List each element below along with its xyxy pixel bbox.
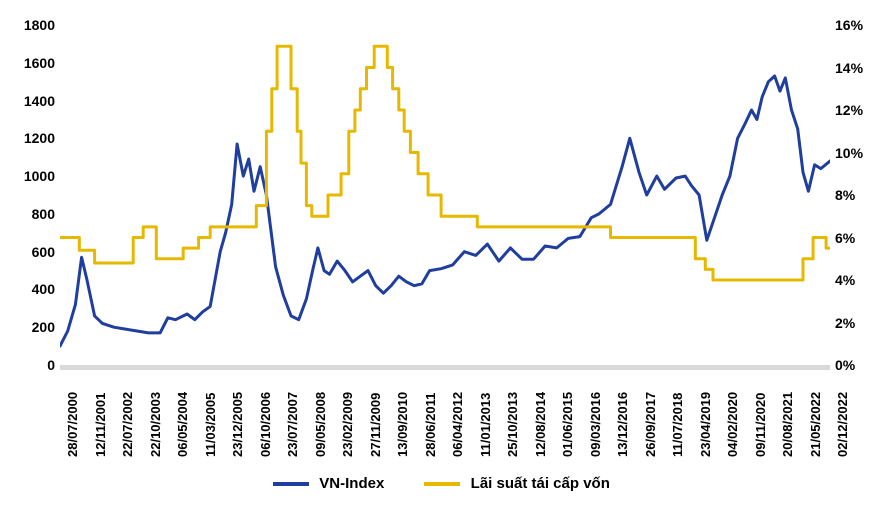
series-lãi-suất-tái-cấp-vốn — [60, 46, 830, 280]
y-right-tick-label: 2% — [835, 315, 855, 331]
y-right-tick-label: 8% — [835, 187, 855, 203]
x-tick-label: 26/09/2017 — [643, 392, 658, 457]
legend-item-vn-index: VN-Index — [273, 475, 384, 492]
x-tick-label: 23/04/2019 — [698, 392, 713, 457]
x-tick-label: 06/04/2012 — [450, 392, 465, 457]
x-tick-label: 11/01/2013 — [478, 393, 493, 457]
y-right-tick-label: 4% — [835, 272, 855, 288]
x-tick-label: 28/07/2000 — [65, 392, 80, 457]
y-left-tick-label: 200 — [0, 319, 55, 335]
x-tick-label: 21/05/2022 — [808, 392, 823, 457]
x-tick-label: 23/02/2009 — [340, 392, 355, 457]
legend-label-rate: Lãi suất tái cấp vốn — [471, 475, 610, 492]
x-tick-label: 23/12/2005 — [230, 392, 245, 457]
series-vn-index — [60, 76, 830, 346]
y-left-tick-label: 1800 — [0, 17, 55, 33]
x-tick-label: 22/07/2002 — [120, 392, 135, 457]
legend: VN-Index Lãi suất tái cấp vốn — [0, 475, 883, 492]
x-tick-label: 25/10/2013 — [505, 392, 520, 457]
y-right-tick-label: 16% — [835, 17, 863, 33]
x-tick-label: 23/07/2007 — [285, 392, 300, 457]
plot-svg — [60, 25, 830, 365]
legend-item-rate: Lãi suất tái cấp vốn — [424, 475, 609, 492]
y-left-tick-label: 1400 — [0, 93, 55, 109]
x-tick-label: 13/09/2010 — [395, 392, 410, 457]
x-tick-label: 28/06/2011 — [423, 393, 438, 457]
legend-swatch-vn-index — [273, 482, 309, 486]
x-tick-label: 04/02/2020 — [725, 392, 740, 457]
y-left-tick-label: 400 — [0, 281, 55, 297]
x-tick-label: 02/12/2022 — [835, 392, 850, 457]
y-right-tick-label: 10% — [835, 145, 863, 161]
x-tick-label: 27/11/2009 — [368, 393, 383, 457]
plot-area — [60, 25, 830, 365]
x-tick-label: 09/05/2008 — [313, 392, 328, 457]
y-right-tick-label: 6% — [835, 230, 855, 246]
y-left-tick-label: 600 — [0, 244, 55, 260]
x-tick-label: 20/08/2021 — [780, 392, 795, 457]
x-tick-label: 09/11/2020 — [753, 393, 768, 457]
y-right-tick-label: 14% — [835, 60, 863, 76]
y-left-tick-label: 0 — [0, 357, 55, 373]
chart-container: 0 200 400 600 800 1000 1200 1400 1600 1800 0% 2% 4%… — [0, 0, 883, 520]
x-tick-label: 11/07/2018 — [670, 393, 685, 457]
x-tick-label: 22/10/2003 — [148, 392, 163, 457]
x-tick-label: 09/03/2016 — [588, 392, 603, 457]
y-left-tick-label: 1000 — [0, 168, 55, 184]
x-tick-label: 13/12/2016 — [615, 392, 630, 457]
legend-swatch-rate — [424, 482, 460, 486]
x-tick-label: 01/06/2015 — [560, 392, 575, 457]
y-left-tick-label: 800 — [0, 206, 55, 222]
x-tick-label: 06/10/2006 — [258, 392, 273, 457]
x-tick-label: 12/08/2014 — [533, 392, 548, 457]
x-tick-label: 11/03/2005 — [203, 393, 218, 457]
y-left-tick-label: 1600 — [0, 55, 55, 71]
x-tick-label: 06/05/2004 — [175, 392, 190, 457]
x-tick-label: 12/11/2001 — [93, 393, 108, 457]
legend-label-vn-index: VN-Index — [319, 475, 384, 492]
y-right-tick-label: 12% — [835, 102, 863, 118]
y-left-tick-label: 1200 — [0, 130, 55, 146]
y-right-tick-label: 0% — [835, 357, 855, 373]
